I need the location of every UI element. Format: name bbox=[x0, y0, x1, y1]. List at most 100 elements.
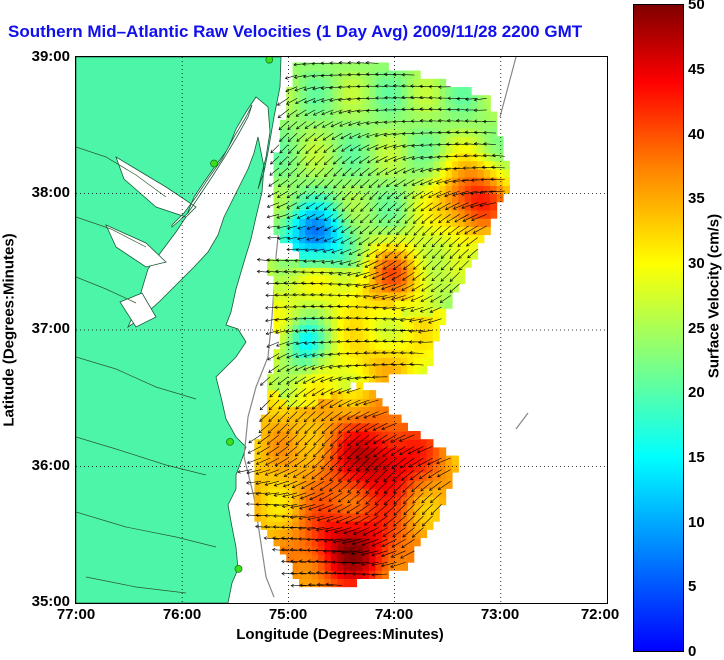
velocity-cell bbox=[401, 136, 408, 145]
velocity-cell bbox=[439, 194, 446, 203]
velocity-cell bbox=[350, 177, 357, 186]
velocity-cell bbox=[484, 112, 491, 121]
velocity-cell bbox=[286, 308, 293, 317]
velocity-cell bbox=[414, 226, 421, 235]
velocity-cell bbox=[484, 169, 491, 178]
velocity-cell bbox=[427, 136, 434, 145]
velocity-cell bbox=[299, 292, 306, 301]
velocity-cell bbox=[299, 284, 306, 293]
velocity-cell bbox=[414, 316, 421, 325]
velocity-cell bbox=[337, 488, 344, 497]
velocity-cell bbox=[312, 79, 319, 88]
velocity-cell bbox=[427, 456, 434, 465]
velocity-cell bbox=[331, 87, 338, 96]
velocity-cell bbox=[280, 161, 287, 170]
velocity-cell bbox=[305, 202, 312, 211]
velocity-cell bbox=[433, 316, 440, 325]
velocity-cell bbox=[376, 333, 383, 342]
velocity-cell bbox=[414, 431, 421, 440]
velocity-cell bbox=[280, 357, 287, 366]
velocity-cell bbox=[318, 226, 325, 235]
velocity-cell bbox=[414, 87, 421, 96]
velocity-cell bbox=[280, 120, 287, 129]
velocity-cell bbox=[280, 480, 287, 489]
velocity-cell bbox=[439, 316, 446, 325]
velocity-cell bbox=[395, 325, 402, 334]
velocity-cell bbox=[337, 333, 344, 342]
velocity-cell bbox=[274, 521, 281, 530]
velocity-cell bbox=[331, 300, 338, 309]
velocity-cell bbox=[274, 374, 281, 383]
velocity-cell bbox=[407, 218, 414, 227]
velocity-cell bbox=[331, 406, 338, 415]
velocity-cell bbox=[388, 103, 395, 112]
velocity-cell bbox=[439, 210, 446, 219]
velocity-cell bbox=[305, 529, 312, 538]
velocity-cell bbox=[458, 177, 465, 186]
velocity-cell bbox=[420, 234, 427, 243]
velocity-cell bbox=[369, 63, 376, 72]
velocity-cell bbox=[484, 120, 491, 129]
velocity-cell bbox=[325, 153, 332, 162]
velocity-cell bbox=[350, 578, 357, 587]
velocity-cell bbox=[420, 103, 427, 112]
velocity-cell bbox=[350, 128, 357, 137]
velocity-cell bbox=[312, 562, 319, 571]
velocity-cell bbox=[299, 71, 306, 80]
velocity-cell bbox=[433, 292, 440, 301]
velocity-cell bbox=[344, 341, 351, 350]
velocity-cell bbox=[382, 472, 389, 481]
velocity-cell bbox=[433, 333, 440, 342]
velocity-cell bbox=[318, 382, 325, 391]
velocity-cell bbox=[477, 194, 484, 203]
velocity-cell bbox=[458, 259, 465, 268]
velocity-cell bbox=[350, 112, 357, 121]
velocity-cell bbox=[318, 95, 325, 104]
velocity-cell bbox=[350, 456, 357, 465]
velocity-cell bbox=[331, 275, 338, 284]
velocity-cell bbox=[395, 423, 402, 432]
velocity-cell bbox=[312, 71, 319, 80]
velocity-cell bbox=[261, 488, 268, 497]
velocity-cell bbox=[388, 366, 395, 375]
velocity-cell bbox=[356, 185, 363, 194]
velocity-cell bbox=[337, 439, 344, 448]
velocity-cell bbox=[395, 366, 402, 375]
velocity-cell bbox=[331, 153, 338, 162]
velocity-cell bbox=[293, 447, 300, 456]
velocity-cell bbox=[363, 112, 370, 121]
velocity-cell bbox=[452, 169, 459, 178]
velocity-cell bbox=[337, 161, 344, 170]
velocity-cell bbox=[318, 218, 325, 227]
velocity-cell bbox=[312, 333, 319, 342]
velocity-cell bbox=[312, 382, 319, 391]
velocity-cell bbox=[439, 447, 446, 456]
velocity-cell bbox=[382, 210, 389, 219]
velocity-cell bbox=[382, 234, 389, 243]
velocity-cell bbox=[446, 464, 453, 473]
velocity-cell bbox=[401, 218, 408, 227]
velocity-cell bbox=[484, 153, 491, 162]
velocity-cell bbox=[395, 341, 402, 350]
map-plot-area[interactable] bbox=[75, 56, 608, 604]
velocity-cell bbox=[452, 144, 459, 153]
velocity-cell bbox=[497, 194, 504, 203]
x-tick-label: 72:00 bbox=[570, 606, 630, 623]
velocity-cell bbox=[382, 546, 389, 555]
velocity-cell bbox=[376, 341, 383, 350]
velocity-cell bbox=[293, 63, 300, 72]
velocity-cell bbox=[477, 153, 484, 162]
velocity-cell bbox=[452, 267, 459, 276]
velocity-cell bbox=[395, 259, 402, 268]
velocity-cell bbox=[414, 210, 421, 219]
velocity-cell bbox=[490, 169, 497, 178]
velocity-cell bbox=[420, 366, 427, 375]
velocity-cell bbox=[337, 226, 344, 235]
velocity-cell bbox=[427, 87, 434, 96]
velocity-cell bbox=[369, 546, 376, 555]
velocity-cell bbox=[325, 210, 332, 219]
velocity-cell bbox=[414, 439, 421, 448]
velocity-cell bbox=[395, 112, 402, 121]
velocity-cell bbox=[286, 292, 293, 301]
velocity-cell bbox=[305, 472, 312, 481]
